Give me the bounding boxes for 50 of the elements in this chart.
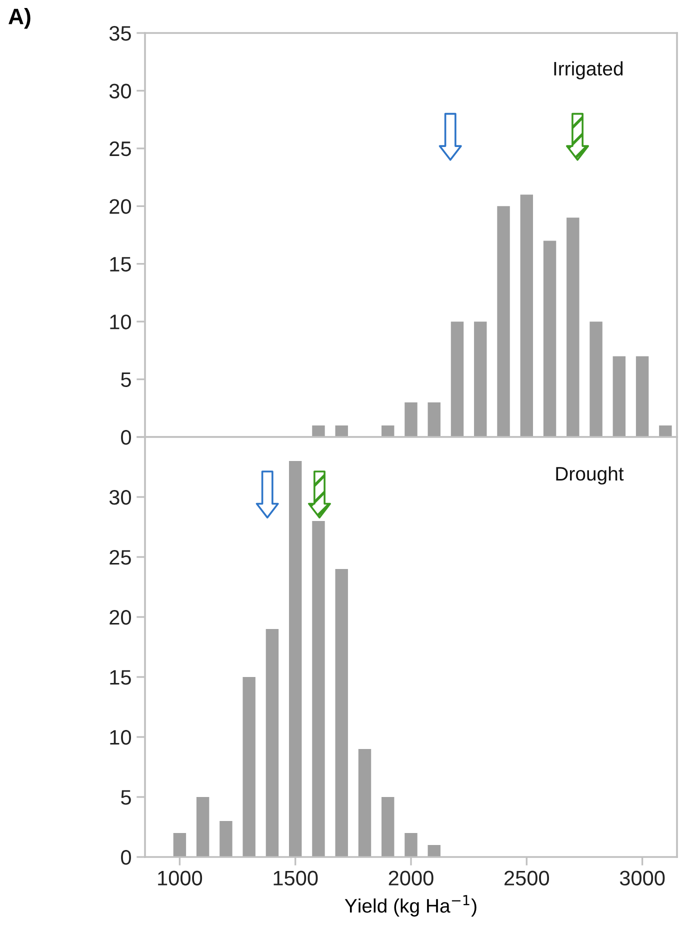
y-tick-label: 5 (121, 790, 131, 805)
y-tick-label: 30 (109, 84, 131, 98)
bar (266, 629, 279, 857)
bar (590, 322, 602, 437)
bar (474, 322, 487, 437)
bar (358, 749, 372, 857)
bar (335, 425, 348, 437)
bar (312, 521, 325, 857)
bar (612, 356, 626, 437)
x-tick-label: 2000 (388, 870, 434, 886)
bar (566, 218, 580, 437)
text: Irrigated (554, 61, 623, 80)
x-tick-label: 1000 (158, 870, 202, 886)
bar (220, 821, 232, 857)
bar (242, 677, 256, 857)
x-tick-label: 3000 (620, 870, 665, 886)
y-tick-label: 25 (110, 550, 131, 565)
bar (196, 797, 210, 857)
bar (636, 356, 649, 437)
y-tick-label: 5 (121, 372, 131, 388)
bar (404, 833, 418, 857)
bar (520, 194, 534, 437)
y-tick-label: 0 (121, 850, 131, 865)
bar (382, 797, 394, 857)
y-tick-label: 20 (110, 199, 131, 214)
y-tick-label: 30 (109, 490, 131, 505)
bar (312, 425, 325, 437)
y-tick-label: 10 (110, 314, 131, 330)
bar (288, 461, 302, 857)
x-tick-label: 1500 (274, 870, 318, 886)
y-tick-label: 25 (110, 141, 131, 156)
y-tick-label: 35 (109, 26, 131, 41)
y-tick-label: 10 (110, 730, 131, 745)
y-tick-label: 15 (110, 257, 131, 272)
bar (404, 402, 418, 437)
bar (659, 425, 672, 437)
bar (335, 569, 348, 857)
text: Drought (556, 466, 624, 485)
bar (450, 322, 464, 437)
y-tick-label: 0 (121, 430, 131, 445)
x-tick-label: 2500 (504, 870, 550, 886)
bar (428, 845, 440, 857)
text: A) (8, 8, 30, 29)
y-tick-label: 15 (110, 670, 131, 685)
bar (543, 240, 556, 437)
bar (497, 206, 510, 437)
bar (428, 402, 440, 437)
x-axis-title: Yield (kg Ha$^{−1}$) (344, 895, 476, 917)
y-tick-label: 20 (110, 610, 131, 625)
bar (173, 833, 186, 857)
